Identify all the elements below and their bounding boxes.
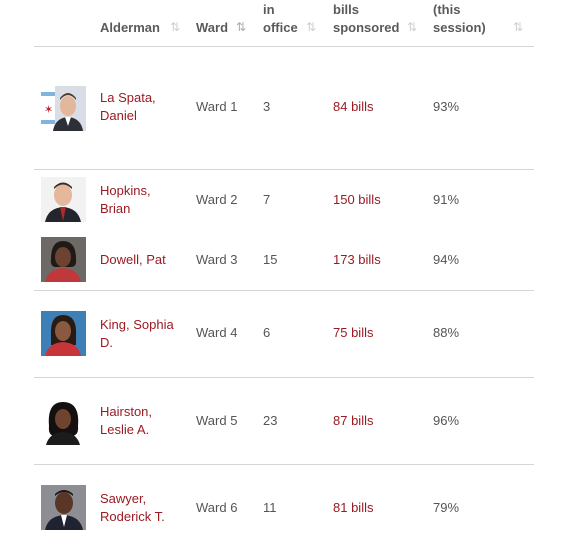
column-header-session-pct[interactable]: (this session) — [433, 1, 486, 37]
ward-cell: Ward 3 — [196, 252, 238, 267]
sort-arrows-icon[interactable]: ⇅ — [170, 20, 181, 34]
bills-sponsored-link[interactable]: 84 bills — [333, 99, 374, 114]
alderman-photo: ✶ — [41, 86, 86, 131]
ward-header-label: Ward — [196, 20, 229, 35]
session-percent-cell: 79% — [433, 500, 460, 515]
name-line: Daniel — [100, 108, 137, 123]
sort-arrows-icon[interactable]: ⇅ — [306, 20, 317, 34]
years-in-office-cell: 6 — [263, 325, 271, 340]
name-line: Roderick T. — [100, 509, 165, 524]
years-in-office-cell: 11 — [263, 500, 277, 515]
alderman-photo — [41, 237, 86, 282]
bills-sponsored-link[interactable]: 81 bills — [333, 500, 374, 515]
table-row: Sawyer, Roderick T. Ward 6 11 81 bills 7… — [34, 465, 534, 545]
ward-cell: Ward 6 — [196, 500, 238, 515]
name-line: Hairston, — [100, 404, 153, 419]
name-line: D. — [100, 335, 113, 350]
ward-cell: Ward 4 — [196, 325, 238, 340]
sort-arrows-icon[interactable]: ⇅ — [513, 20, 524, 34]
alderman-name-link[interactable]: Hopkins, Brian — [100, 182, 190, 218]
sort-arrows-icon[interactable]: ⇅ — [407, 20, 418, 34]
name-line: Brian — [100, 201, 131, 216]
sort-ascending-icon[interactable]: ⇅ — [236, 20, 247, 34]
name-line: Dowell, Pat — [100, 252, 166, 267]
ward-cell: Ward 1 — [196, 99, 238, 114]
table-row: Hopkins, Brian Ward 2 7 150 bills 91% — [34, 170, 534, 230]
years-in-office-cell: 15 — [263, 252, 278, 267]
bills-header-line2: sponsored — [333, 20, 400, 35]
table-row: King, Sophia D. Ward 4 6 75 bills 88% — [34, 291, 534, 378]
alderman-name-link[interactable]: Dowell, Pat — [100, 251, 190, 269]
pct-header-line1: (this — [433, 2, 461, 17]
table-row: Hairston, Leslie A. Ward 5 23 87 bills 9… — [34, 378, 534, 465]
alderman-photo — [41, 177, 86, 222]
table-header: Alderman ⇅ Ward ⇅ in office ⇅ bills spon… — [34, 0, 534, 47]
session-percent-cell: 91% — [433, 192, 460, 207]
alderman-name-link[interactable]: King, Sophia D. — [100, 316, 190, 352]
table-row: Dowell, Pat Ward 3 15 173 bills 94% — [34, 230, 534, 291]
session-percent-cell: 93% — [433, 99, 460, 114]
years-in-office-cell: 7 — [263, 192, 271, 207]
years-header-line2: office — [263, 20, 298, 35]
bills-sponsored-link[interactable]: 87 bills — [333, 413, 374, 428]
alderman-name-link[interactable]: Sawyer, Roderick T. — [100, 490, 190, 526]
session-percent-cell: 96% — [433, 413, 460, 428]
column-header-alderman[interactable]: Alderman — [100, 19, 160, 37]
years-in-office-cell: 3 — [263, 99, 271, 114]
column-header-years-in-office[interactable]: in office — [263, 1, 298, 37]
name-line: Leslie A. — [100, 422, 150, 437]
years-in-office-cell: 23 — [263, 413, 278, 428]
alderman-photo — [41, 400, 86, 445]
alderman-photo — [41, 311, 86, 356]
ward-cell: Ward 2 — [196, 192, 238, 207]
name-line: Hopkins, — [100, 183, 151, 198]
bills-sponsored-link[interactable]: 75 bills — [333, 325, 374, 340]
pct-header-line2: session) — [433, 20, 486, 35]
svg-text:✶: ✶ — [44, 104, 53, 116]
bills-header-line1: bills — [333, 2, 360, 17]
alderman-name-link[interactable]: Hairston, Leslie A. — [100, 403, 190, 439]
column-header-ward[interactable]: Ward — [196, 19, 228, 37]
years-header-line1: in — [263, 2, 275, 17]
name-line: King, Sophia — [100, 317, 174, 332]
table-row: ✶ La Spata, Daniel Ward 1 3 84 bills 93% — [34, 47, 534, 170]
alderman-header-label: Alderman — [100, 20, 160, 35]
alderman-name-link[interactable]: La Spata, Daniel — [100, 89, 190, 125]
session-percent-cell: 88% — [433, 325, 460, 340]
bills-sponsored-link[interactable]: 173 bills — [333, 252, 381, 267]
name-line: Sawyer, — [100, 491, 147, 506]
ward-cell: Ward 5 — [196, 413, 238, 428]
session-percent-cell: 94% — [433, 252, 460, 267]
name-line: La Spata, — [100, 90, 156, 105]
alderman-photo — [41, 485, 86, 530]
bills-sponsored-link[interactable]: 150 bills — [333, 192, 381, 207]
column-header-bills-sponsored[interactable]: bills sponsored — [333, 1, 399, 37]
